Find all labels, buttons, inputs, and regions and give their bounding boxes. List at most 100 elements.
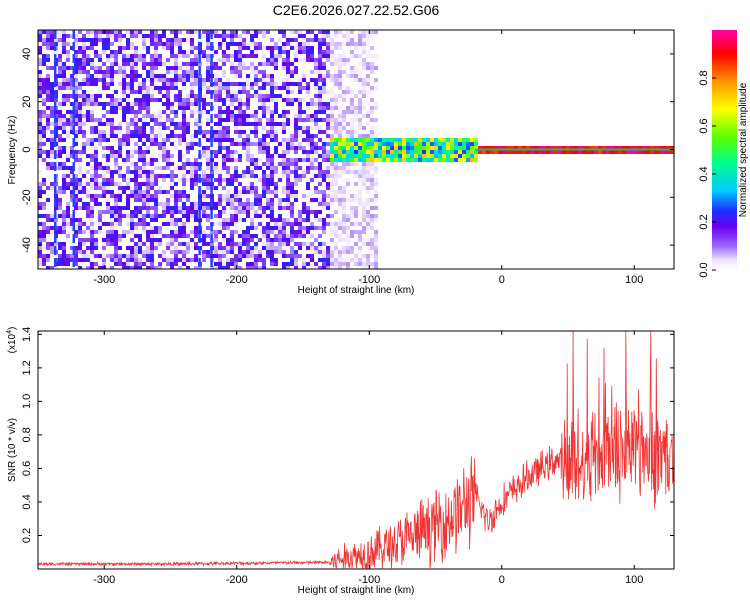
heatmap-cell	[158, 114, 162, 118]
heatmap-cell	[194, 234, 198, 238]
heatmap-cell	[78, 110, 82, 114]
heatmap-cell	[110, 102, 114, 106]
heatmap-cell	[446, 158, 450, 162]
heatmap-cell	[226, 54, 230, 58]
heatmap-cell	[170, 102, 174, 106]
heatmap-cell	[194, 94, 198, 98]
heatmap-cell	[118, 82, 122, 86]
heatmap-cell	[190, 178, 194, 182]
heatmap-cell	[590, 146, 594, 150]
heatmap-cell	[202, 194, 206, 198]
heatmap-cell	[358, 38, 362, 42]
heatmap-cell	[246, 74, 250, 78]
heatmap-cell	[382, 142, 386, 146]
heatmap-cell	[374, 138, 378, 142]
heatmap-cell	[50, 214, 54, 218]
heatmap-cell	[174, 54, 178, 58]
heatmap-cell	[338, 130, 342, 134]
heatmap-cell	[334, 138, 338, 142]
heatmap-cell	[150, 234, 154, 238]
heatmap-cell	[350, 54, 354, 58]
heatmap-cell	[166, 90, 170, 94]
heatmap-cell	[86, 82, 90, 86]
heatmap-cell	[298, 178, 302, 182]
heatmap-cell	[334, 106, 338, 110]
heatmap-cell	[106, 166, 110, 170]
heatmap-cell	[38, 38, 42, 42]
heatmap-cell	[146, 106, 150, 110]
heatmap-cell	[270, 250, 274, 254]
heatmap-cell	[58, 246, 62, 250]
heatmap-cell	[174, 134, 178, 138]
heatmap-cell	[190, 202, 194, 206]
heatmap-cell	[138, 130, 142, 134]
heatmap-cell	[190, 210, 194, 214]
heatmap-cell	[270, 182, 274, 186]
heatmap-cell	[166, 190, 170, 194]
snr-y-tick-label: 0.6	[21, 461, 33, 476]
heatmap-cell	[170, 194, 174, 198]
heatmap-cell	[174, 146, 178, 150]
heatmap-cell	[278, 222, 282, 226]
heatmap-cell	[238, 114, 242, 118]
heatmap-cell	[242, 54, 246, 58]
heatmap-cell	[58, 62, 62, 66]
heatmap-cell	[266, 174, 270, 178]
heatmap-cell	[82, 62, 86, 66]
heatmap-cell	[70, 114, 74, 118]
heatmap-cell	[170, 222, 174, 226]
heatmap-cell	[246, 170, 250, 174]
heatmap-cell	[86, 102, 90, 106]
heatmap-cell	[646, 150, 650, 154]
heatmap-cell	[58, 82, 62, 86]
heatmap-cell	[350, 38, 354, 42]
heatmap-cell	[322, 30, 326, 34]
heatmap-cell	[334, 194, 338, 198]
heatmap-cell	[330, 198, 334, 202]
heatmap-cell	[258, 138, 262, 142]
heatmap-cell	[458, 150, 462, 154]
heatmap-cell	[154, 98, 158, 102]
heatmap-cell	[262, 186, 266, 190]
heatmap-cell	[226, 150, 230, 154]
heatmap-cell	[366, 150, 370, 154]
heatmap-cell	[82, 222, 86, 226]
heatmap-cell	[74, 90, 78, 94]
heatmap-cell	[326, 58, 330, 62]
heatmap-cell	[218, 266, 222, 269]
heatmap-cell	[254, 242, 258, 246]
heatmap-cell	[294, 182, 298, 186]
heatmap-cell	[238, 210, 242, 214]
heatmap-cell	[250, 254, 254, 258]
heatmap-cell	[366, 146, 370, 150]
heatmap-cell	[110, 78, 114, 82]
heatmap-cell	[218, 250, 222, 254]
heatmap-cell	[330, 258, 334, 262]
heatmap-cell	[130, 82, 134, 86]
heatmap-cell	[178, 222, 182, 226]
heatmap-cell	[294, 38, 298, 42]
heatmap-cell	[234, 114, 238, 118]
heatmap-cell	[130, 54, 134, 58]
heatmap-cell	[498, 150, 502, 154]
heatmap-cell	[278, 38, 282, 42]
heatmap-cell	[134, 118, 138, 122]
heatmap-cell	[90, 266, 94, 269]
snr-y-axis-title: SNR (10 * v/v)	[7, 418, 18, 482]
heatmap-cell	[406, 158, 410, 162]
heatmap-cell	[298, 46, 302, 50]
heatmap-cell	[670, 150, 674, 154]
heatmap-cell	[194, 258, 198, 262]
heatmap-cell	[230, 158, 234, 162]
spectrogram-y-tick-label: 20	[21, 96, 33, 108]
heatmap-cell	[218, 106, 222, 110]
heatmap-cell	[270, 78, 274, 82]
heatmap-cell	[522, 146, 526, 150]
heatmap-cell	[334, 58, 338, 62]
heatmap-cell	[234, 242, 238, 246]
snr-y-tick-label: 0.4	[21, 494, 33, 509]
heatmap-cell	[202, 134, 206, 138]
heatmap-cell	[330, 142, 334, 146]
heatmap-cell	[286, 186, 290, 190]
heatmap-cell	[442, 158, 446, 162]
